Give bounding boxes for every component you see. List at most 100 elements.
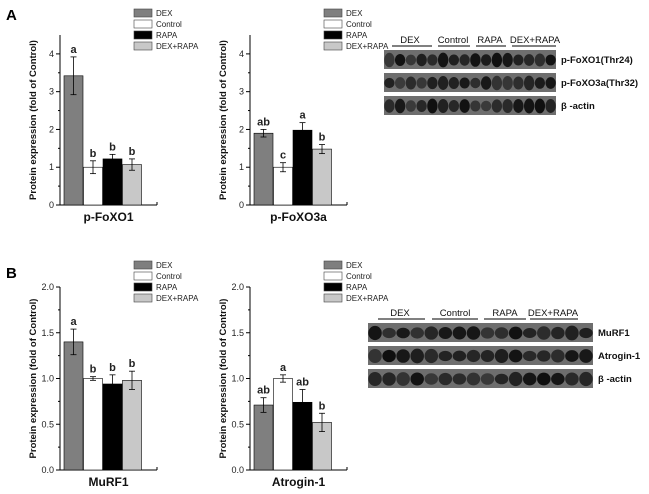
bar-dex-rapa: [312, 148, 332, 206]
legend-label: DEX: [346, 9, 363, 18]
legend-label: RAPA: [346, 283, 368, 292]
legend-swatch: [323, 8, 343, 18]
blot-strip: [368, 369, 593, 388]
legend-swatch: [323, 271, 343, 281]
blot-band: [437, 98, 449, 114]
panel-letter-b: B: [6, 265, 17, 282]
blot-band: [405, 54, 417, 66]
significance-label: b: [319, 400, 326, 412]
blot-band: [459, 54, 470, 66]
blot-strip: [368, 346, 593, 365]
blot-band: [452, 373, 467, 385]
blot-band: [424, 326, 439, 340]
blot-band: [437, 76, 449, 90]
bar-control: [273, 166, 293, 206]
blot-band: [452, 326, 467, 340]
y-tick-label: 0.0: [231, 465, 244, 475]
legend-swatch: [133, 271, 153, 281]
blot-band: [368, 371, 382, 387]
legend-label: DEX+RAPA: [156, 42, 199, 51]
blot-band: [565, 350, 579, 362]
bar-dex: [253, 404, 274, 471]
legend-label: DEX+RAPA: [346, 42, 389, 51]
blot-band: [438, 372, 453, 386]
blot-band-label: p-FoXO1(Thr24): [561, 55, 633, 66]
bar-dex: [253, 132, 274, 206]
significance-label: b: [129, 146, 136, 158]
legend-label: Control: [346, 272, 372, 281]
y-tick-label: 4: [239, 49, 244, 59]
blot-band: [396, 349, 410, 363]
blot-band: [470, 53, 481, 67]
significance-label: a: [70, 44, 77, 56]
blot-band: [448, 99, 460, 113]
blot-band: [491, 52, 503, 68]
legend-swatch: [323, 282, 343, 292]
y-axis-label: Protein expression (fold of Control): [28, 40, 39, 200]
x-axis-label: Atrogin-1: [272, 475, 326, 489]
blot-band: [508, 326, 523, 340]
significance-label: ab: [296, 376, 309, 388]
y-tick-label: 2: [49, 124, 54, 134]
blot-band: [384, 52, 395, 68]
blot-band: [508, 349, 523, 363]
blot-band: [551, 372, 565, 386]
blot-band: [416, 53, 427, 67]
legend-label: DEX: [156, 261, 173, 270]
legend-label: Control: [156, 272, 182, 281]
blot-band: [410, 372, 424, 386]
blot-band: [537, 326, 551, 340]
blot-band: [513, 54, 524, 66]
blot-band: [470, 100, 481, 112]
significance-label: b: [319, 132, 326, 144]
blot-band: [384, 99, 395, 113]
blot-band: [448, 77, 460, 89]
blot-band: [466, 372, 481, 386]
western-blot-b: DEX Control RAPA DEX+RAPA MuRF1 Atrogin-1 β -a…: [368, 308, 641, 388]
blot-band: [382, 372, 396, 386]
blot-band: [410, 327, 424, 339]
y-axis-label: Protein expression (fold of Control): [218, 40, 229, 200]
significance-label: b: [109, 141, 116, 153]
legend-swatch: [133, 30, 153, 40]
blot-band: [410, 348, 424, 364]
bar-control: [83, 378, 103, 471]
blot-band: [513, 99, 524, 113]
legend-label: DEX+RAPA: [156, 294, 199, 303]
legend-swatch: [323, 30, 343, 40]
blot-band: [480, 350, 495, 362]
blot-group-label: RAPA: [477, 35, 503, 46]
bar-dex: [63, 75, 84, 206]
legend-swatch: [133, 8, 153, 18]
blot-band: [427, 76, 438, 90]
blot-band: [523, 75, 535, 91]
blot-band: [396, 372, 410, 386]
blot-band: [416, 77, 427, 89]
legend-label: Control: [346, 20, 372, 29]
y-tick-label: 1.5: [41, 328, 54, 338]
blot-strip: [384, 50, 556, 69]
blot-band: [382, 327, 396, 339]
blot-band: [494, 348, 509, 364]
panel-letter-a: A: [6, 7, 17, 24]
blot-band: [545, 99, 556, 113]
legend-label: Control: [156, 20, 182, 29]
significance-label: b: [90, 148, 97, 160]
y-tick-label: 0.0: [41, 465, 54, 475]
legend-label: RAPA: [346, 31, 368, 40]
blot-band: [480, 373, 495, 385]
blot-band: [579, 327, 593, 339]
blot-band: [382, 349, 396, 363]
significance-label: a: [70, 316, 77, 328]
blot-band: [537, 350, 551, 362]
blot-band: [534, 98, 546, 114]
significance-label: ab: [257, 116, 270, 128]
significance-label: b: [109, 362, 116, 374]
significance-label: a: [280, 362, 287, 374]
y-tick-label: 4: [49, 49, 54, 59]
blot-group-label: DEX: [390, 308, 410, 319]
blot-band: [523, 98, 535, 114]
blot-band: [466, 349, 481, 363]
y-tick-label: 0.5: [231, 419, 244, 429]
